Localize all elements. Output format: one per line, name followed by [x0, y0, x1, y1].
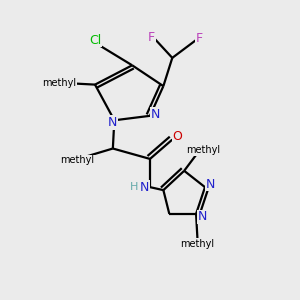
Text: N: N [151, 108, 160, 121]
Text: methyl: methyl [42, 78, 76, 88]
Text: O: O [173, 130, 183, 143]
Text: N: N [197, 210, 207, 224]
Text: N: N [108, 116, 118, 129]
Text: F: F [148, 31, 155, 44]
Text: methyl: methyl [60, 155, 94, 165]
Text: N: N [140, 181, 149, 194]
Text: F: F [196, 32, 202, 45]
Text: Cl: Cl [89, 34, 101, 46]
Text: H: H [130, 182, 138, 192]
Text: methyl: methyl [60, 155, 94, 165]
Text: methyl: methyl [181, 238, 214, 249]
Text: methyl: methyl [42, 78, 76, 88]
Text: N: N [206, 178, 216, 191]
Text: methyl: methyl [181, 238, 214, 249]
Text: methyl: methyl [186, 145, 220, 155]
Text: methyl: methyl [186, 145, 220, 155]
